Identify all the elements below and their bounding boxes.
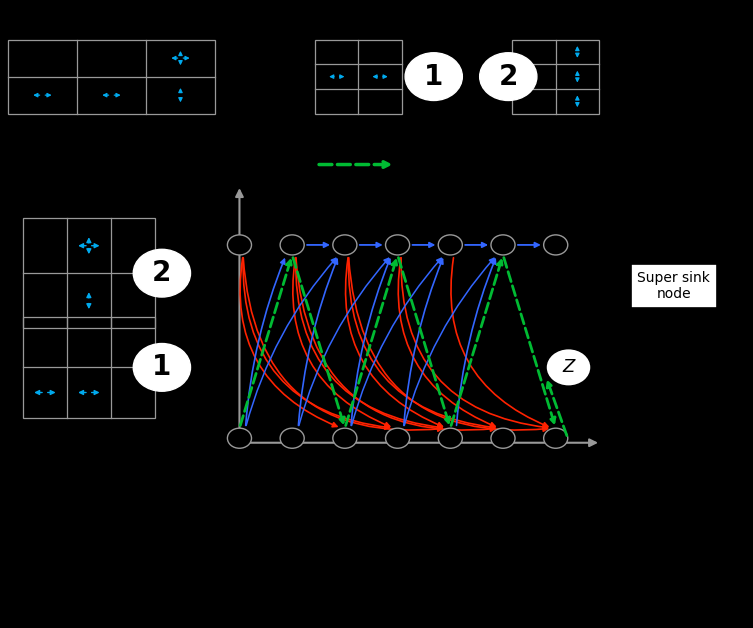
Text: 2: 2 xyxy=(152,259,172,287)
Text: 2: 2 xyxy=(498,63,518,90)
Circle shape xyxy=(133,344,191,391)
Bar xyxy=(23,219,155,328)
Circle shape xyxy=(280,235,304,255)
Text: Super sink
node: Super sink node xyxy=(638,271,710,301)
Circle shape xyxy=(546,349,591,386)
Text: Z: Z xyxy=(562,359,575,376)
Circle shape xyxy=(333,428,357,448)
Circle shape xyxy=(438,235,462,255)
Circle shape xyxy=(544,428,568,448)
Circle shape xyxy=(280,428,304,448)
Circle shape xyxy=(333,235,357,255)
Circle shape xyxy=(491,235,515,255)
Bar xyxy=(315,40,402,114)
Text: 1: 1 xyxy=(424,63,444,90)
Circle shape xyxy=(438,428,462,448)
Circle shape xyxy=(133,249,191,297)
Circle shape xyxy=(227,428,252,448)
Circle shape xyxy=(227,235,252,255)
Circle shape xyxy=(480,53,537,100)
Circle shape xyxy=(405,53,462,100)
Text: 1: 1 xyxy=(152,354,172,381)
Circle shape xyxy=(386,428,410,448)
Bar xyxy=(23,317,155,418)
Circle shape xyxy=(491,428,515,448)
Circle shape xyxy=(386,235,410,255)
Circle shape xyxy=(544,235,568,255)
Bar xyxy=(8,40,215,114)
Bar xyxy=(512,40,599,114)
